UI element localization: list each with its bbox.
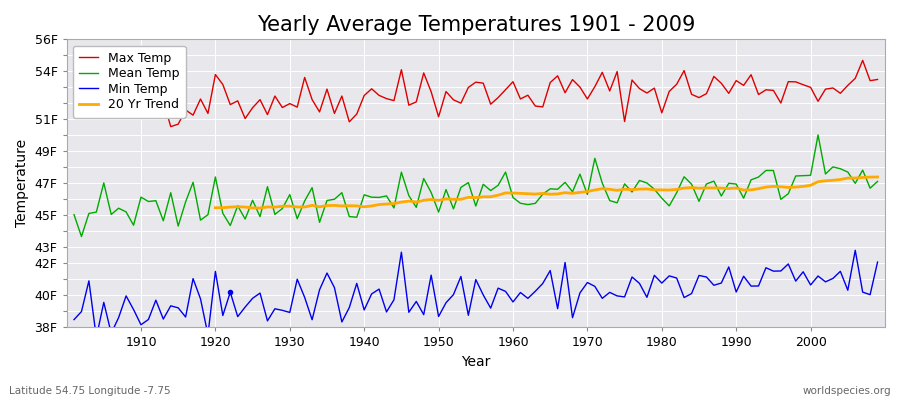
Mean Temp <box>872 179 883 184</box>
Mean Temp <box>300 198 310 203</box>
20 Yr Trend <box>768 184 778 189</box>
Max Temp <box>344 120 355 124</box>
Min Temp <box>508 300 518 304</box>
Text: Latitude 54.75 Longitude -7.75: Latitude 54.75 Longitude -7.75 <box>9 386 171 396</box>
Mean Temp <box>136 195 147 200</box>
20 Yr Trend <box>418 198 429 203</box>
Max Temp <box>166 124 176 129</box>
20 Yr Trend <box>255 206 266 210</box>
Max Temp <box>515 96 526 101</box>
Mean Temp <box>68 212 79 217</box>
Legend: Max Temp, Mean Temp, Min Temp, 20 Yr Trend: Max Temp, Mean Temp, Min Temp, 20 Yr Tre… <box>73 46 185 118</box>
X-axis label: Year: Year <box>461 355 491 369</box>
Line: Max Temp: Max Temp <box>74 60 878 127</box>
Min Temp <box>68 317 79 322</box>
Line: Mean Temp: Mean Temp <box>74 135 878 236</box>
Mean Temp <box>508 195 518 200</box>
20 Yr Trend <box>679 186 689 190</box>
Max Temp <box>300 75 310 80</box>
Min Temp <box>604 290 615 295</box>
Min Temp <box>344 305 355 310</box>
Min Temp <box>300 295 310 300</box>
Min Temp <box>872 260 883 264</box>
Title: Yearly Average Temperatures 1901 - 2009: Yearly Average Temperatures 1901 - 2009 <box>256 15 695 35</box>
20 Yr Trend <box>210 205 220 210</box>
20 Yr Trend <box>783 185 794 190</box>
Max Temp <box>128 108 139 113</box>
Max Temp <box>68 98 79 103</box>
Max Temp <box>508 79 518 84</box>
20 Yr Trend <box>872 174 883 179</box>
20 Yr Trend <box>850 176 860 180</box>
Y-axis label: Temperature: Temperature <box>15 139 29 228</box>
20 Yr Trend <box>307 203 318 208</box>
Max Temp <box>872 77 883 82</box>
Min Temp <box>91 335 102 340</box>
Line: Min Temp: Min Temp <box>74 250 878 338</box>
Mean Temp <box>344 214 355 219</box>
Mean Temp <box>604 198 615 203</box>
Mean Temp <box>813 132 824 137</box>
Min Temp <box>136 322 147 327</box>
Line: 20 Yr Trend: 20 Yr Trend <box>215 177 878 208</box>
Min Temp <box>515 290 526 295</box>
Text: worldspecies.org: worldspecies.org <box>803 386 891 396</box>
Mean Temp <box>515 201 526 206</box>
Max Temp <box>858 58 868 63</box>
Max Temp <box>604 88 615 93</box>
Min Temp <box>850 248 860 253</box>
Mean Temp <box>76 234 87 239</box>
